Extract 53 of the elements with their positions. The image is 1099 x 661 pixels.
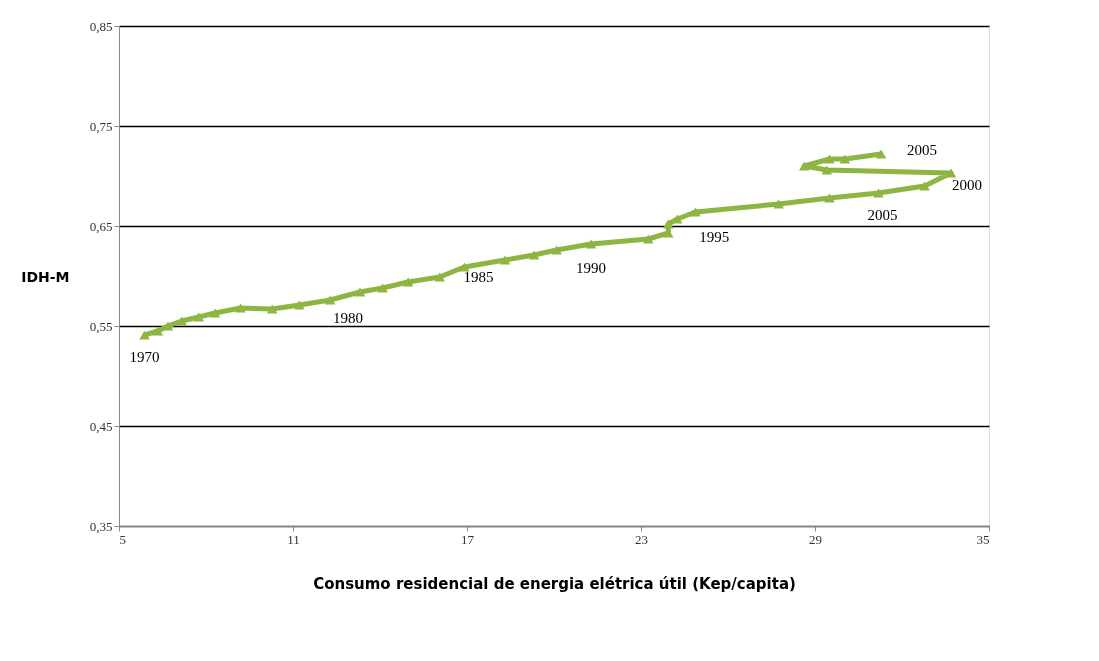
annotation: 1985 [463, 269, 494, 285]
annotation: 2000 [952, 177, 983, 193]
point [643, 234, 654, 244]
point [152, 326, 164, 336]
point [528, 250, 540, 260]
point [585, 239, 597, 249]
point [324, 295, 336, 305]
point [690, 207, 701, 217]
point [209, 308, 221, 318]
x-tick-label: 5 [119, 531, 126, 547]
point [499, 255, 511, 265]
x-tick-label: 17 [461, 531, 475, 547]
point [839, 154, 851, 164]
point [875, 149, 887, 159]
point [139, 330, 150, 340]
x-tick-label: 11 [287, 531, 300, 547]
point [402, 277, 414, 287]
y-tick-label: 0,45 [89, 418, 113, 434]
annotation: 1995 [699, 229, 730, 245]
x-tick-label: 29 [809, 531, 822, 547]
point [176, 316, 187, 326]
point [773, 199, 784, 209]
x-tick-label: 23 [635, 531, 648, 547]
annotation: 1990 [576, 260, 607, 276]
point [193, 312, 204, 322]
point [663, 219, 674, 229]
point [824, 193, 835, 203]
y-tick-label: 0,55 [89, 318, 113, 334]
point [266, 304, 278, 314]
y-tick-label: 0,35 [89, 518, 113, 534]
annotation: 2005 [907, 142, 938, 158]
point [235, 303, 246, 313]
point [919, 181, 930, 191]
point [434, 272, 445, 282]
point [799, 161, 810, 171]
point [294, 300, 305, 310]
point [551, 245, 562, 255]
point [873, 188, 884, 198]
y-tick-label: 0,85 [89, 18, 113, 34]
annotation: 1970 [129, 349, 160, 365]
annotation: 1980 [333, 310, 364, 326]
point [459, 262, 470, 272]
point [377, 283, 388, 293]
point [672, 214, 683, 224]
y-axis-title: IDH-M [21, 268, 70, 285]
point [821, 165, 833, 175]
x-axis-title: Consumo residencial de energia elétrica útil (Kep/capita) [313, 574, 796, 593]
x-tick-label: 35 [976, 531, 990, 547]
point [824, 154, 835, 164]
y-tick-label: 0,75 [89, 118, 113, 134]
point [354, 287, 366, 297]
y-tick-label: 0,65 [89, 218, 113, 234]
annotation: 2005 [867, 207, 898, 223]
